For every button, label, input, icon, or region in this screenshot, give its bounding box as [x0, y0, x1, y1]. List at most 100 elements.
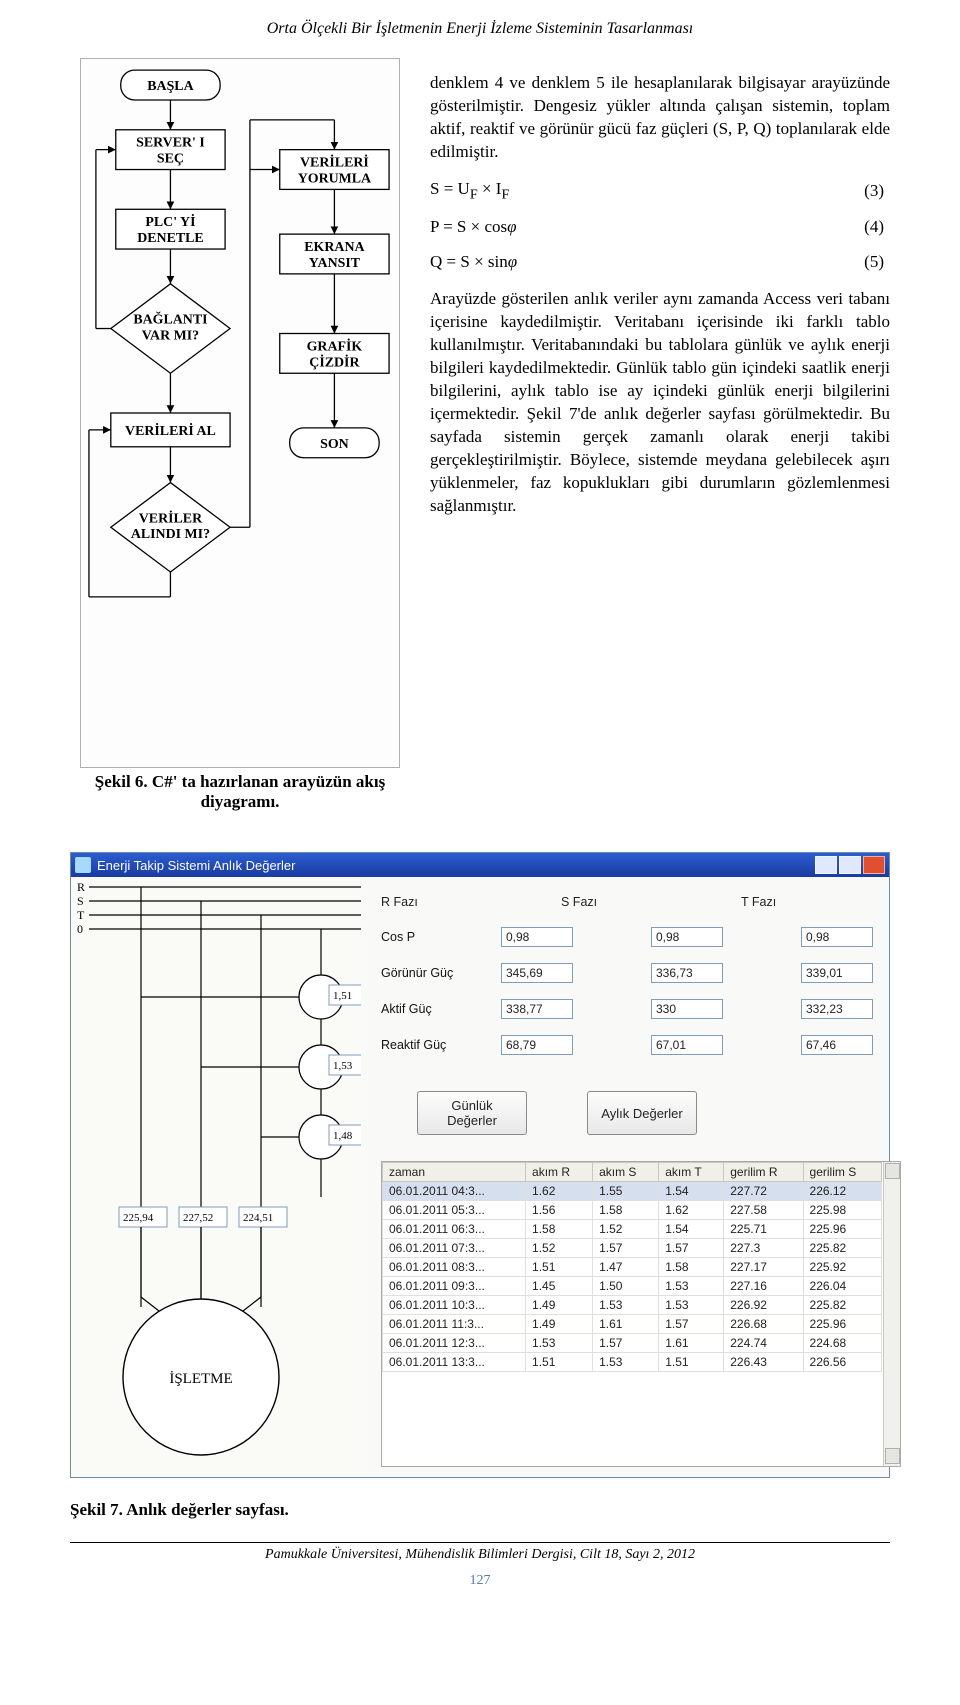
eq5-number: (5): [864, 251, 890, 274]
cosp-S[interactable]: 0,98: [651, 927, 723, 947]
table-cell: 227.58: [724, 1201, 803, 1220]
table-cell: 227.72: [724, 1182, 803, 1201]
table-row[interactable]: 06.01.2011 13:3...1.511.531.51226.43226.…: [383, 1353, 882, 1372]
table-row[interactable]: 06.01.2011 06:3...1.581.521.54225.71225.…: [383, 1220, 882, 1239]
table-cell: 1.53: [659, 1277, 724, 1296]
label-0: 0: [77, 922, 83, 936]
act-R[interactable]: 338,77: [501, 999, 573, 1019]
table-cell: 226.04: [803, 1277, 881, 1296]
table-cell: 1.47: [593, 1258, 659, 1277]
close-button[interactable]: [863, 856, 885, 874]
rea-S[interactable]: 67,01: [651, 1035, 723, 1055]
equation-5: Q = S × sinφ (5): [430, 251, 890, 274]
figure6-caption: Şekil 6. C#' ta hazırlanan arayüzün akış…: [70, 772, 410, 812]
monthly-values-button[interactable]: Aylık Değerler: [587, 1091, 697, 1135]
table-header[interactable]: gerilim S: [803, 1163, 881, 1182]
table-cell: 227.3: [724, 1239, 803, 1258]
table-cell: 1.55: [593, 1182, 659, 1201]
table-cell: 226.68: [724, 1315, 803, 1334]
table-cell: 226.56: [803, 1353, 881, 1372]
table-header[interactable]: gerilim R: [724, 1163, 803, 1182]
table-cell: 1.51: [526, 1353, 593, 1372]
table-cell: 1.56: [526, 1201, 593, 1220]
data-table-wrap: zamanakım Rakım Sakım Tgerilim Rgerilim …: [381, 1161, 901, 1467]
table-cell: 06.01.2011 04:3...: [383, 1182, 526, 1201]
two-column-layout: BAŞLA SERVER' I SEÇ PLC' Yİ DENETLE BAĞL…: [70, 58, 890, 812]
table-row[interactable]: 06.01.2011 10:3...1.491.531.53226.92225.…: [383, 1296, 882, 1315]
table-row[interactable]: 06.01.2011 04:3...1.621.551.54227.72226.…: [383, 1182, 882, 1201]
scroll-down-icon[interactable]: [885, 1448, 900, 1464]
act-T[interactable]: 332,23: [801, 999, 873, 1019]
table-cell: 1.54: [659, 1220, 724, 1239]
vertical-scrollbar[interactable]: [883, 1162, 900, 1466]
cosp-T[interactable]: 0,98: [801, 927, 873, 947]
table-cell: 06.01.2011 12:3...: [383, 1334, 526, 1353]
table-header[interactable]: akım R: [526, 1163, 593, 1182]
table-cell: 1.50: [593, 1277, 659, 1296]
row-reactive: Reaktif Güç 68,79 67,01 67,46: [381, 1035, 901, 1055]
rea-R[interactable]: 68,79: [501, 1035, 573, 1055]
table-cell: 225.98: [803, 1201, 881, 1220]
eq3-number: (3): [864, 180, 890, 203]
table-row[interactable]: 06.01.2011 09:3...1.451.501.53227.16226.…: [383, 1277, 882, 1296]
daily-values-button[interactable]: Günlük Değerler: [417, 1091, 527, 1135]
minimize-button[interactable]: [815, 856, 837, 874]
paragraph-2: Arayüzde gösterilen anlık veriler aynı z…: [430, 288, 890, 517]
window-title: Enerji Takip Sistemi Anlık Değerler: [97, 858, 295, 873]
eq4-formula: P = S × cosφ: [430, 216, 517, 239]
table-cell: 06.01.2011 09:3...: [383, 1277, 526, 1296]
table-header[interactable]: akım S: [593, 1163, 659, 1182]
row-cosp: Cos P 0,98 0,98 0,98: [381, 927, 901, 947]
paragraph-1: denklem 4 ve denklem 5 ile hesaplanılara…: [430, 72, 890, 164]
table-cell: 1.57: [659, 1239, 724, 1258]
table-cell: 1.45: [526, 1277, 593, 1296]
cosp-R[interactable]: 0,98: [501, 927, 573, 947]
fc-got-1: VERİLER: [139, 509, 203, 526]
fc-chart-1: GRAFİK: [307, 337, 363, 354]
table-cell: 1.49: [526, 1315, 593, 1334]
table-cell: 1.52: [526, 1239, 593, 1258]
scroll-up-icon[interactable]: [885, 1163, 900, 1179]
flowchart-figure: BAŞLA SERVER' I SEÇ PLC' Yİ DENETLE BAĞL…: [80, 58, 400, 768]
table-cell: 1.58: [593, 1201, 659, 1220]
table-row[interactable]: 06.01.2011 12:3...1.531.571.61224.74224.…: [383, 1334, 882, 1353]
table-header[interactable]: akım T: [659, 1163, 724, 1182]
table-cell: 1.61: [659, 1334, 724, 1353]
table-cell: 225.96: [803, 1315, 881, 1334]
table-cell: 06.01.2011 08:3...: [383, 1258, 526, 1277]
table-header[interactable]: zaman: [383, 1163, 526, 1182]
table-cell: 226.92: [724, 1296, 803, 1315]
table-cell: 225.71: [724, 1220, 803, 1239]
table-cell: 06.01.2011 11:3...: [383, 1315, 526, 1334]
table-cell: 1.52: [593, 1220, 659, 1239]
fc-parse-1: VERİLERİ: [300, 154, 369, 171]
business-label: İŞLETME: [169, 1371, 232, 1387]
table-cell: 225.82: [803, 1239, 881, 1258]
fc-end: SON: [320, 437, 349, 452]
table-row[interactable]: 06.01.2011 07:3...1.521.571.57227.3225.8…: [383, 1239, 882, 1258]
app-T[interactable]: 339,01: [801, 963, 873, 983]
voltage-S: 227,52: [183, 1212, 213, 1224]
figure7-caption: Şekil 7. Anlık değerler sayfası.: [70, 1500, 890, 1520]
table-cell: 1.57: [659, 1315, 724, 1334]
table-row[interactable]: 06.01.2011 11:3...1.491.611.57226.68225.…: [383, 1315, 882, 1334]
screenshot-window: Enerji Takip Sistemi Anlık Değerler R S …: [70, 852, 890, 1478]
table-cell: 225.82: [803, 1296, 881, 1315]
table-cell: 1.58: [526, 1220, 593, 1239]
table-cell: 225.92: [803, 1258, 881, 1277]
voltage-T: 224,51: [243, 1212, 273, 1224]
table-row[interactable]: 06.01.2011 08:3...1.511.471.58227.17225.…: [383, 1258, 882, 1277]
label-apparent: Görünür Güç: [381, 966, 501, 980]
eq5-formula: Q = S × sinφ: [430, 251, 517, 274]
app-R[interactable]: 345,69: [501, 963, 573, 983]
rea-T[interactable]: 67,46: [801, 1035, 873, 1055]
table-row[interactable]: 06.01.2011 05:3...1.561.581.62227.58225.…: [383, 1201, 882, 1220]
row-active: Aktif Güç 338,77 330 332,23: [381, 999, 901, 1019]
data-table[interactable]: zamanakım Rakım Sakım Tgerilim Rgerilim …: [382, 1162, 882, 1372]
act-S[interactable]: 330: [651, 999, 723, 1019]
window-titlebar[interactable]: Enerji Takip Sistemi Anlık Değerler: [71, 853, 889, 877]
table-cell: 225.96: [803, 1220, 881, 1239]
table-cell: 1.53: [659, 1296, 724, 1315]
maximize-button[interactable]: [839, 856, 861, 874]
app-S[interactable]: 336,73: [651, 963, 723, 983]
